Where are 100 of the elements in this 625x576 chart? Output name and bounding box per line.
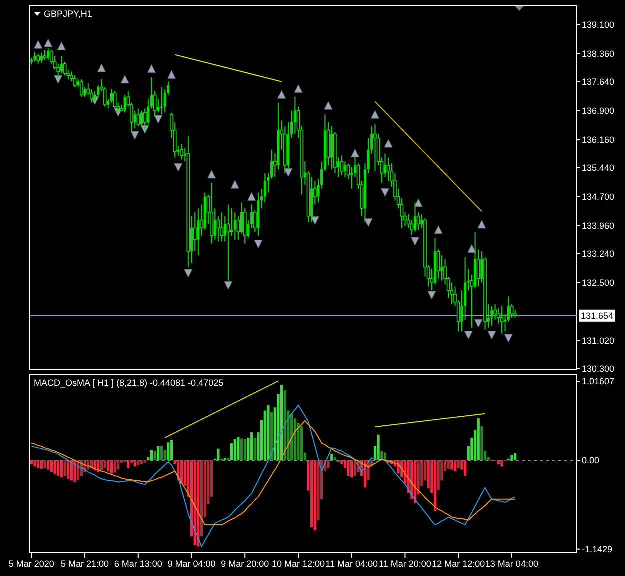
bar — [134, 460, 136, 467]
bar — [194, 460, 196, 546]
candlestick — [197, 208, 200, 256]
bar — [44, 460, 46, 468]
candlestick — [214, 208, 216, 240]
point — [44, 38, 53, 48]
x-tick-label: 13 Mar 04:00 — [485, 559, 538, 569]
bar — [130, 460, 134, 464]
bar — [150, 450, 154, 460]
bar — [217, 448, 220, 460]
y-tick-label: 0.00 — [582, 456, 600, 466]
bar — [437, 460, 440, 490]
bar — [114, 460, 116, 473]
bar — [50, 460, 53, 472]
bar — [340, 460, 344, 464]
bar — [254, 438, 256, 461]
candlestick — [60, 56, 63, 74]
bar — [234, 440, 236, 460]
bar — [200, 460, 204, 537]
candlestick — [140, 110, 144, 127]
candlestick — [124, 94, 126, 114]
bar — [107, 460, 110, 472]
bar — [154, 451, 156, 461]
bar — [157, 446, 160, 460]
candlestick — [160, 86, 164, 116]
bar — [127, 460, 130, 468]
y-tick-label: 132.500 — [582, 278, 615, 288]
y-tick-label: 1.01607 — [582, 376, 615, 387]
candlestick — [40, 52, 43, 64]
bar — [270, 412, 274, 460]
candlestick — [340, 155, 344, 176]
point — [230, 180, 240, 189]
bar — [314, 460, 316, 530]
bar — [37, 460, 40, 468]
bar — [100, 460, 104, 471]
y-tick-label: 138.360 — [582, 48, 615, 59]
x-tick-label: 5 Mar 2020 — [8, 559, 54, 569]
point — [57, 42, 66, 50]
y-tick-label: 139.100 — [582, 20, 615, 30]
point — [248, 192, 256, 201]
candlestick — [440, 254, 444, 282]
bar — [300, 426, 304, 460]
candlestick — [494, 304, 497, 320]
candlestick — [234, 212, 236, 240]
bar — [117, 460, 120, 470]
bar — [480, 426, 484, 460]
bar — [384, 452, 387, 460]
bar — [347, 460, 350, 476]
point — [278, 90, 286, 99]
x-tick-label: 11 Mar 20:00 — [379, 559, 432, 569]
y-tick-label: 133.240 — [582, 249, 615, 260]
point — [504, 334, 513, 343]
bar — [137, 460, 140, 466]
candlestick — [220, 212, 224, 242]
candlestick — [344, 161, 346, 178]
bar — [454, 460, 457, 472]
y-tick-label: 137.640 — [582, 77, 615, 87]
point — [147, 64, 156, 74]
bar — [57, 460, 60, 476]
bar — [104, 460, 106, 468]
bar — [477, 418, 480, 460]
candlestick — [43, 50, 47, 60]
bar — [60, 460, 63, 478]
y-tick-label: 135.440 — [582, 163, 615, 174]
bar — [417, 460, 420, 495]
bar — [70, 460, 73, 481]
point — [428, 291, 436, 300]
point — [254, 240, 263, 248]
candlestick — [47, 48, 50, 60]
point — [380, 188, 390, 197]
candlestick — [34, 52, 36, 62]
point — [184, 269, 193, 278]
point — [464, 331, 473, 340]
point — [130, 131, 140, 140]
line-series — [31, 420, 516, 526]
x-tick-label: 11 Mar 04:00 — [326, 559, 378, 569]
point — [488, 331, 496, 340]
bar — [197, 460, 200, 547]
point — [414, 198, 423, 208]
bar — [67, 460, 70, 480]
bar — [47, 460, 50, 470]
chart-title: MACD_OsMA [ H1 ] (8,21,8) -0.44081 -0.47025 — [34, 378, 224, 388]
point — [168, 70, 176, 79]
bar — [180, 460, 184, 484]
candlestick — [113, 90, 117, 110]
bar — [514, 454, 517, 461]
chart-title: GBPJPY,H1 — [44, 9, 92, 19]
point — [284, 168, 293, 177]
bar — [447, 460, 450, 470]
point — [410, 237, 420, 246]
bar — [110, 460, 114, 474]
bar — [54, 460, 56, 474]
point — [350, 149, 360, 158]
ref-line-label: 131.654 — [581, 311, 614, 322]
point — [474, 319, 483, 328]
x-tick-label: 6 Mar 13:00 — [114, 559, 162, 569]
candlestick — [384, 153, 387, 178]
candlestick — [36, 54, 40, 64]
candlestick — [500, 306, 504, 334]
bar — [497, 460, 500, 464]
